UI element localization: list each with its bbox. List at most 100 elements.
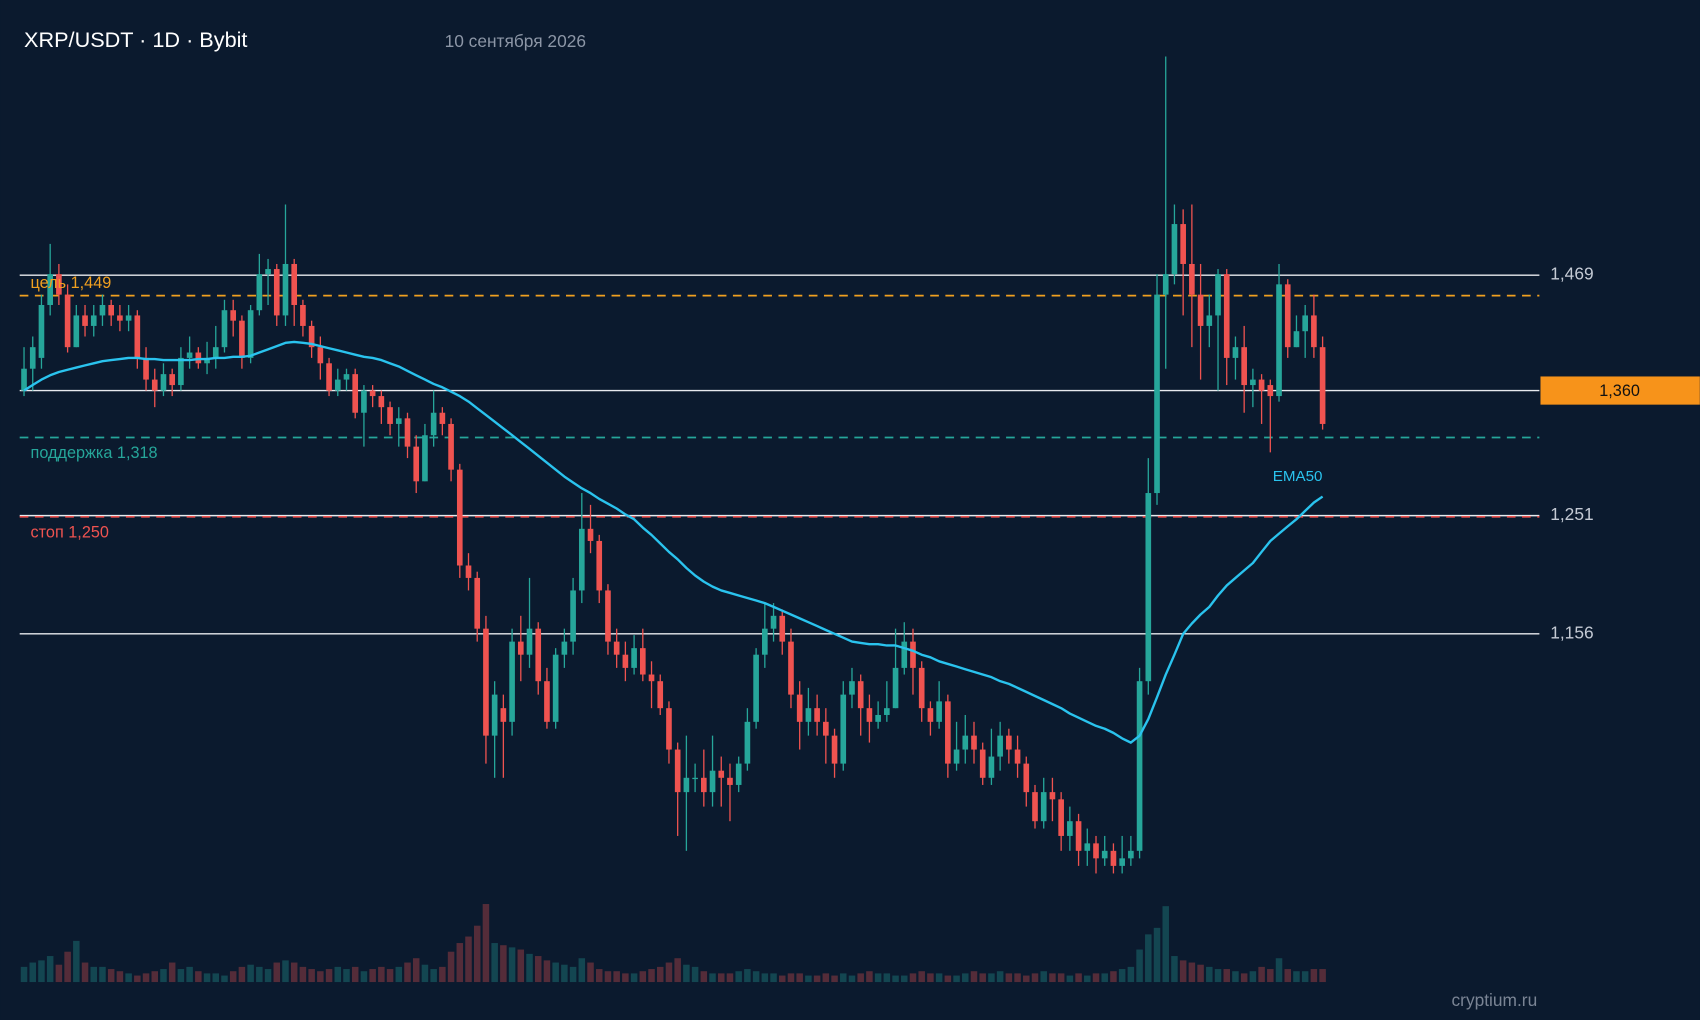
- candle-body: [552, 654, 559, 722]
- candle-body: [1197, 294, 1204, 326]
- volume-bar: [1319, 969, 1326, 983]
- candle-body: [1180, 224, 1186, 264]
- candle-body: [430, 412, 437, 436]
- candle-body: [683, 777, 690, 793]
- volume-bar: [186, 966, 193, 983]
- volume-bar: [439, 966, 446, 983]
- volume-bar: [1162, 906, 1169, 983]
- volume-bar: [247, 964, 254, 983]
- candle-body: [282, 263, 289, 316]
- candle-body: [701, 777, 707, 793]
- candle-body: [578, 528, 585, 591]
- candle-body: [788, 641, 794, 695]
- candle-body: [971, 735, 977, 750]
- candle-body: [1293, 331, 1300, 348]
- candle-body: [204, 357, 210, 364]
- y-tick-label: 1,156: [1550, 622, 1593, 642]
- volume-bar: [378, 966, 385, 983]
- candle-body: [1145, 493, 1152, 682]
- candle-body: [134, 315, 141, 358]
- candle-body: [1276, 284, 1282, 397]
- candle-body: [1189, 263, 1195, 295]
- volume-bar: [665, 962, 673, 983]
- volume-bar: [569, 966, 577, 983]
- candle-body: [901, 641, 908, 668]
- volume-bar: [691, 966, 699, 983]
- volume-bar: [1240, 973, 1248, 983]
- candle-body: [256, 274, 263, 311]
- candle-body: [186, 352, 193, 358]
- last-price-label: 1,360: [1599, 382, 1640, 400]
- volume-bar: [500, 945, 507, 983]
- volume-bar: [195, 971, 202, 983]
- candle-body: [1223, 274, 1230, 358]
- candle-body: [666, 708, 672, 750]
- volume-bar: [1153, 927, 1161, 983]
- volume-bar: [1188, 962, 1196, 983]
- volume-bar: [1206, 966, 1213, 983]
- volume-bar: [883, 973, 891, 983]
- volume-bar: [561, 964, 568, 983]
- candle-body: [160, 374, 167, 391]
- candle-body: [308, 325, 315, 348]
- candle-body: [831, 735, 838, 764]
- candle-body: [936, 701, 942, 722]
- candle-body: [1093, 843, 1099, 859]
- candle-body: [779, 615, 786, 642]
- ema-label: EMA50: [1273, 468, 1323, 485]
- candle-body: [326, 363, 332, 391]
- candle-body: [151, 379, 158, 391]
- y-tick-label: 1,469: [1550, 264, 1593, 284]
- candle-body: [422, 435, 428, 482]
- volume-bar: [369, 969, 376, 983]
- volume-bar: [1145, 934, 1152, 983]
- volume-bar: [465, 936, 472, 983]
- candle-body: [1258, 379, 1265, 391]
- volume-bar: [203, 973, 211, 983]
- candle-body: [979, 749, 986, 778]
- volume-bar: [996, 971, 1004, 983]
- candle-body: [273, 269, 280, 316]
- volume-bar: [656, 966, 664, 983]
- volume-bar: [1267, 969, 1274, 983]
- candle-body: [709, 770, 716, 793]
- volume-bar: [744, 969, 751, 983]
- volume-bar: [526, 953, 533, 983]
- volume-bar: [90, 966, 98, 983]
- candle-body: [448, 423, 454, 470]
- y-tick-label: 1,251: [1550, 504, 1593, 524]
- volume-bar: [20, 966, 28, 983]
- candle-body: [1267, 385, 1274, 397]
- volume-bar: [317, 971, 324, 983]
- volume-bar: [421, 964, 429, 983]
- volume-bar: [648, 969, 655, 983]
- candle-body: [744, 721, 751, 764]
- candle-body: [265, 269, 271, 275]
- candle-body: [82, 315, 88, 326]
- candle-body: [1119, 858, 1125, 866]
- volume-bar: [1223, 969, 1230, 983]
- volume-bar: [264, 969, 272, 983]
- candle-body: [1084, 843, 1091, 851]
- chart-date: 10 сентября 2026: [445, 31, 586, 51]
- candle-body: [143, 357, 149, 380]
- volume-bar: [1293, 971, 1300, 983]
- candle-body: [988, 756, 995, 778]
- volume-bar: [970, 971, 978, 983]
- volume-bar: [1310, 969, 1318, 983]
- candle-body: [570, 590, 576, 642]
- watermark: cryptium.ru: [1452, 990, 1538, 1010]
- candle-body: [474, 577, 481, 629]
- volume-bar: [299, 966, 307, 983]
- volume-bar: [151, 971, 159, 983]
- volume-bar: [517, 949, 525, 983]
- candle-body: [169, 374, 176, 386]
- volume-bar: [752, 971, 760, 983]
- candle-body: [509, 641, 515, 722]
- candle-body: [526, 628, 533, 655]
- volume-bar: [81, 962, 89, 983]
- volume-bar: [1066, 975, 1074, 983]
